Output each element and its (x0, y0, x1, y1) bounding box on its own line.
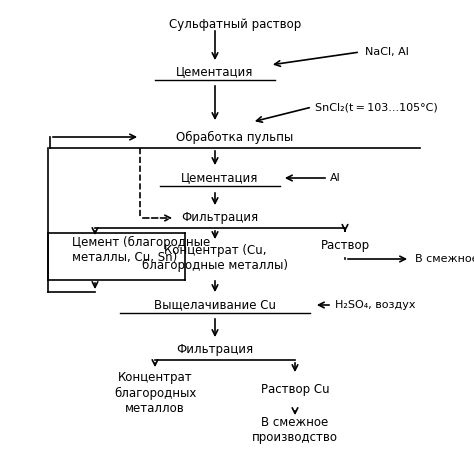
Text: Концентрат
благородных
металлов: Концентрат благородных металлов (114, 371, 196, 414)
Text: H₂SO₄, воздух: H₂SO₄, воздух (335, 300, 416, 310)
Text: Раствор: Раствор (320, 238, 370, 251)
Text: В смежное
производство: В смежное производство (252, 416, 338, 444)
Text: Цементация: Цементация (176, 65, 254, 79)
Text: Сульфатный раствор: Сульфатный раствор (169, 18, 301, 31)
Text: Концентрат (Cu,
благородные металлы): Концентрат (Cu, благородные металлы) (142, 244, 288, 272)
Text: NaCl, Al: NaCl, Al (365, 47, 409, 57)
Text: Обработка пульпы: Обработка пульпы (176, 131, 293, 144)
Text: Выщелачивание Cu: Выщелачивание Cu (154, 299, 276, 312)
Text: Al: Al (330, 173, 341, 183)
Text: SnCl₂(t = 103...105°C): SnCl₂(t = 103...105°C) (315, 102, 438, 112)
Text: Раствор Cu: Раствор Cu (261, 383, 329, 396)
Text: Цемент (благородные
металлы, Cu, Sn): Цемент (благородные металлы, Cu, Sn) (72, 236, 210, 264)
Text: Фильтрация: Фильтрация (182, 212, 258, 225)
Text: Цементация: Цементация (182, 171, 259, 184)
Text: В смежное производство: В смежное производство (415, 254, 474, 264)
Text: Фильтрация: Фильтрация (176, 344, 254, 357)
